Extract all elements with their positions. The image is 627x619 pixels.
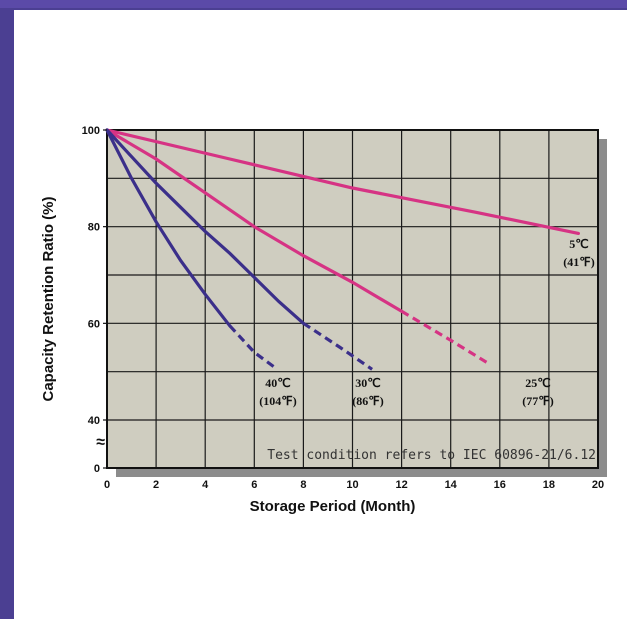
series-line-solid (105, 128, 580, 235)
x-tick-label: 0 (104, 479, 110, 491)
series-line-solid (105, 128, 232, 328)
x-tick-label: 8 (300, 479, 306, 491)
x-tick-label: 20 (592, 479, 604, 491)
series-label-fahrenheit: (86℉) (352, 394, 383, 408)
test-condition-note: Test condition refers to IEC 60896-21/6.… (267, 448, 596, 463)
chart-panel: 5℃ (41℉) 25℃ (77℉) 30℃ (86℉) 40℃ (104℉) 100 80 60 4… (14, 10, 627, 619)
x-tick-label: 18 (543, 479, 555, 491)
series-label: 30℃ (355, 376, 380, 390)
series-line-dashed (400, 309, 491, 366)
x-tick-label: 12 (395, 479, 407, 491)
y-tick-label: 40 (88, 415, 100, 427)
series-line-dashed (228, 324, 275, 369)
series-line-dashed (302, 321, 374, 371)
axis-break-symbol: ≈ (96, 434, 105, 451)
x-axis-title: Storage Period (Month) (250, 498, 416, 515)
top-band (0, 0, 627, 8)
series-label: 5℃ (569, 237, 588, 251)
y-tick-label: 80 (88, 222, 100, 234)
series-label-fahrenheit: (104℉) (259, 394, 296, 408)
x-tick-label: 4 (202, 479, 209, 491)
series-line-solid (105, 128, 305, 325)
x-tick-label: 16 (494, 479, 506, 491)
series-label-fahrenheit: (41℉) (563, 255, 594, 269)
y-tick-label: 100 (82, 125, 100, 137)
series-label-fahrenheit: (77℉) (522, 394, 553, 408)
series-label: 40℃ (265, 376, 290, 390)
x-tick-label: 6 (251, 479, 257, 491)
y-tick-label: 60 (88, 318, 100, 330)
retention-chart: 5℃(41℉)25℃(77℉)30℃(86℉)40℃(104℉)10080604… (40, 125, 607, 515)
x-tick-label: 2 (153, 479, 159, 491)
series-label: 25℃ (525, 376, 550, 390)
y-tick-label: 0 (94, 463, 100, 475)
x-tick-label: 10 (346, 479, 358, 491)
plot-border (106, 129, 599, 469)
series-line-solid (105, 128, 404, 313)
x-tick-label: 14 (445, 479, 458, 491)
y-axis-title: Capacity Retention Ratio (%) (40, 196, 57, 401)
